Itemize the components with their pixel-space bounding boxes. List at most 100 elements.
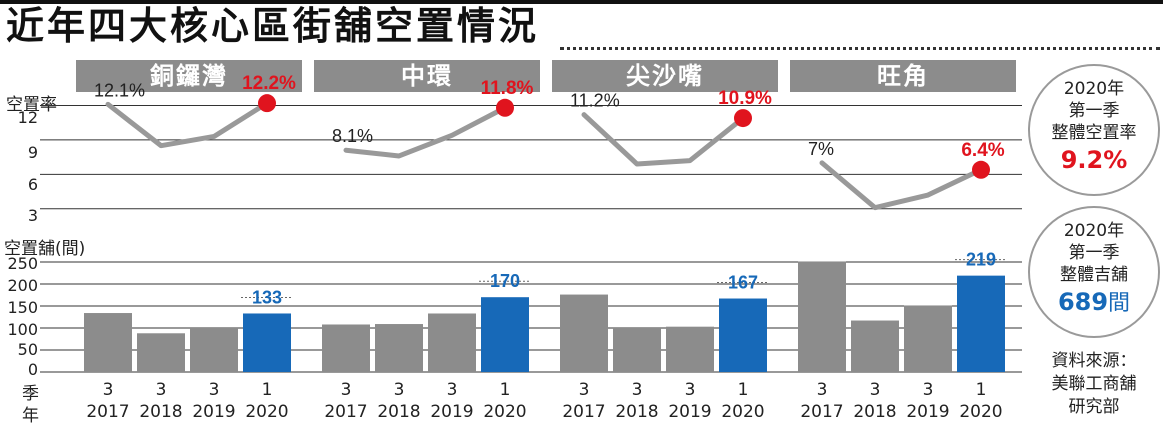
shops-bar-current [719, 298, 767, 372]
rate-start-label: 11.2% [570, 91, 620, 111]
x-quarter-label: 3 [208, 380, 220, 400]
shops-badge-caption: 整體吉舖 [1060, 265, 1128, 285]
shops-bar-value-label: 167 [728, 273, 758, 293]
x-year-label: 2017 [800, 402, 844, 422]
shops-bar [560, 294, 608, 372]
x-year-label: 2020 [245, 402, 289, 422]
panel-header-mong-kok: 旺角 [790, 60, 1016, 92]
source-note: 資料來源： 美聯工商舖 研究部 [1030, 350, 1158, 419]
rate-line [343, 105, 508, 159]
panel-header-causeway-bay: 銅鑼灣 [76, 60, 302, 92]
shops-badge-quarter: 第一季 [1068, 243, 1120, 263]
x-year-label: 2018 [139, 402, 183, 422]
x-year-label: 2019 [430, 402, 474, 422]
rate-line [105, 100, 270, 149]
shops-badge-value: 689 [1057, 288, 1109, 316]
panel-header-central: 中環 [314, 60, 540, 92]
x-quarter-label: 3 [631, 380, 643, 400]
x-year-label: 2019 [192, 402, 236, 422]
shops-bar-value-label: 219 [966, 250, 996, 270]
x-quarter-label: 3 [578, 380, 590, 400]
shops-tick: 100 [7, 320, 38, 339]
x-quarter-label: 1 [499, 380, 511, 400]
x-quarter-label: 3 [446, 380, 458, 400]
x-year-label: 2020 [959, 402, 1003, 422]
rate-tick: 12 [17, 108, 38, 127]
x-year-label: 2019 [906, 402, 950, 422]
source-line: 研究部 [1068, 397, 1120, 417]
rate-axis-title: 空置率 [6, 95, 57, 115]
shops-tick: 250 [7, 254, 38, 273]
rate-line [581, 112, 746, 167]
rate-end-label: 11.8% [481, 78, 534, 99]
x-quarter-label: 3 [869, 380, 881, 400]
shops-tick: 50 [17, 340, 38, 359]
rate-endpoint-dot [734, 109, 752, 128]
panel-header-tsim-sha-tsui: 尖沙嘴 [552, 60, 778, 92]
x-year-label: 2019 [668, 402, 712, 422]
rate-line [819, 160, 984, 211]
x-year-label: 2018 [615, 402, 659, 422]
shops-bar [137, 333, 185, 372]
rate-end-label: 10.9% [718, 88, 772, 109]
shops-tick: 150 [7, 298, 38, 317]
rate-end-label: 6.4% [961, 140, 1004, 161]
shops-bar-value-label: 170 [490, 271, 520, 291]
x-year-label: 2017 [562, 402, 606, 422]
overall-vacant-shops-badge: 2020年 第一季 整體吉舖 689間 [1028, 206, 1160, 338]
top-rule [0, 0, 1163, 4]
x-year-label: 2018 [377, 402, 421, 422]
x-quarter-label: 3 [684, 380, 696, 400]
rate-endpoint-dot [258, 94, 276, 113]
rate-start-label: 7% [808, 139, 834, 159]
rate-tick: 6 [27, 175, 38, 194]
shops-bar [190, 327, 238, 372]
shops-badge-unit: 間 [1108, 291, 1131, 316]
shops-bar [798, 261, 846, 372]
shops-tick: 200 [7, 276, 38, 295]
x-year-label: 2017 [324, 402, 368, 422]
shops-bar [322, 324, 370, 372]
shops-bar-value-label: 133 [252, 287, 282, 307]
x-year-label: 2018 [853, 402, 897, 422]
shops-tick: 0 [27, 360, 38, 379]
rate-badge-year: 2020年 [1063, 79, 1125, 99]
x-year-label: 2017 [86, 402, 130, 422]
x-year-label: 2020 [721, 402, 765, 422]
rate-start-label: 8.1% [332, 126, 373, 146]
shops-bar [375, 324, 423, 372]
quarter-axis-label: 季 [22, 384, 39, 404]
rate-endpoint-dot [496, 98, 514, 117]
rate-badge-value: 9.2% [1060, 146, 1128, 174]
shops-axis-title: 空置舖(間) [4, 239, 86, 259]
rate-badge-quarter: 第一季 [1068, 101, 1120, 121]
x-quarter-label: 1 [261, 380, 273, 400]
x-quarter-label: 3 [816, 380, 828, 400]
x-year-label: 2020 [483, 402, 527, 422]
shops-badge-year: 2020年 [1063, 221, 1125, 241]
year-axis-label: 年 [22, 406, 39, 426]
title-dotted-rule [560, 47, 1160, 50]
shops-bar [666, 326, 714, 372]
source-line: 資料來源： [1051, 351, 1137, 371]
shops-bar [904, 305, 952, 372]
shops-bar-current [481, 297, 529, 372]
rate-start-label: 12.1% [94, 80, 145, 100]
x-quarter-label: 3 [340, 380, 352, 400]
x-quarter-label: 1 [737, 380, 749, 400]
rate-badge-caption: 整體空置率 [1051, 123, 1137, 143]
overall-vacancy-rate-badge: 2020年 第一季 整體空置率 9.2% [1028, 64, 1160, 196]
shops-bar-current [957, 275, 1005, 372]
shops-bar [851, 320, 899, 372]
source-line: 美聯工商舖 [1051, 374, 1137, 394]
rate-tick: 3 [27, 206, 38, 225]
shops-bar [428, 313, 476, 372]
x-quarter-label: 3 [922, 380, 934, 400]
shops-bar-current [243, 313, 291, 372]
page-title: 近年四大核心區街舖空置情況 [6, 3, 540, 48]
shops-bar [613, 327, 661, 372]
rate-end-label: 12.2% [242, 73, 296, 94]
x-quarter-label: 1 [975, 380, 987, 400]
shops-bar [84, 313, 132, 372]
